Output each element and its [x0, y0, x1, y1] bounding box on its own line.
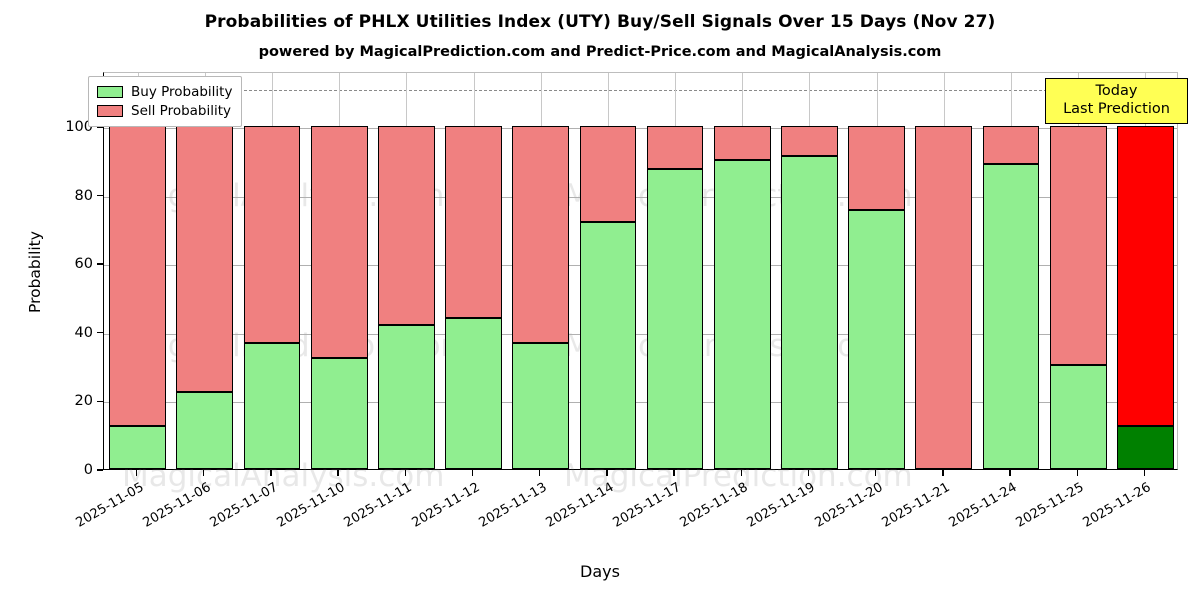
bar-segment-buy[interactable]	[848, 209, 906, 469]
y-tick-mark	[97, 194, 103, 197]
bar-segment-sell[interactable]	[579, 125, 637, 222]
bar-segment-buy[interactable]	[512, 342, 570, 469]
bar-2025-11-26[interactable]	[1117, 71, 1174, 469]
bar-segment-buy[interactable]	[1117, 426, 1174, 469]
gridline-horizontal	[104, 333, 1177, 335]
bar-segment-sell[interactable]	[310, 125, 368, 358]
legend-label-buy: Buy Probability	[131, 83, 233, 100]
gridline-horizontal	[104, 265, 1177, 267]
today-annotation: Today Last Prediction	[1045, 78, 1188, 125]
x-tick-mark	[404, 470, 407, 476]
bar-2025-11-06[interactable]	[176, 71, 234, 469]
y-tick-label: 40	[74, 324, 93, 341]
bar-2025-11-10[interactable]	[310, 71, 368, 469]
bar-segment-buy[interactable]	[646, 169, 704, 469]
bar-segment-buy[interactable]	[781, 156, 838, 469]
bar-segment-sell[interactable]	[646, 125, 704, 170]
bar-segment-sell[interactable]	[1117, 125, 1174, 427]
bar-segment-buy[interactable]	[445, 318, 502, 469]
bar-2025-11-18[interactable]	[713, 71, 771, 469]
bar-segment-buy[interactable]	[377, 324, 435, 469]
x-tick-mark	[539, 470, 541, 476]
gridline-horizontal	[104, 127, 1177, 129]
bar-2025-11-25[interactable]	[1049, 71, 1107, 469]
bar-segment-sell[interactable]	[713, 125, 771, 161]
bar-segment-buy[interactable]	[243, 342, 301, 469]
y-tick-mark	[97, 332, 103, 334]
bar-2025-11-05[interactable]	[109, 71, 166, 469]
y-tick-label: 80	[74, 187, 93, 204]
bar-segment-buy[interactable]	[1049, 364, 1107, 469]
x-tick-mark	[740, 470, 742, 476]
bar-segment-sell[interactable]	[109, 125, 166, 427]
bar-2025-11-13[interactable]	[512, 71, 570, 469]
y-axis-label: Probability	[26, 231, 44, 313]
today-annotation-line1: Today	[1095, 83, 1138, 99]
bar-segment-sell[interactable]	[377, 125, 435, 325]
x-tick-mark	[1143, 470, 1146, 476]
y-tick-label: 100	[65, 118, 93, 135]
x-tick-mark	[337, 470, 339, 476]
x-tick-mark	[606, 470, 608, 476]
bar-2025-11-12[interactable]	[445, 71, 502, 469]
y-tick-mark	[97, 400, 103, 403]
bar-segment-buy[interactable]	[109, 426, 166, 469]
x-tick-mark	[203, 470, 205, 476]
plot-area: MagicalAnalysis.com MagicalPrediction.com…	[103, 71, 1178, 494]
x-tick-mark	[135, 470, 138, 476]
bar-segment-sell[interactable]	[915, 125, 973, 469]
chart-title: Probabilities of PHLX Utilities Index (U…	[204, 12, 996, 32]
x-tick-mark	[874, 470, 877, 476]
x-tick-mark	[1076, 470, 1078, 476]
y-tick-label: 0	[83, 462, 93, 478]
bar-segment-sell[interactable]	[243, 125, 301, 343]
x-axis-label: Days	[580, 562, 620, 581]
bar-segment-buy[interactable]	[176, 392, 234, 469]
x-tick-mark	[942, 470, 944, 476]
legend-item-sell: Sell Probability	[97, 101, 232, 120]
y-tick-label: 20	[74, 393, 93, 410]
y-tick-mark	[97, 263, 103, 265]
x-tick-mark	[1009, 470, 1011, 476]
legend-label-sell: Sell Probability	[131, 102, 232, 119]
x-tick-mark	[471, 470, 474, 476]
bar-2025-11-14[interactable]	[579, 71, 637, 469]
legend-swatch-buy-icon	[97, 85, 123, 98]
bar-segment-sell[interactable]	[445, 125, 502, 319]
y-tick-label: 60	[74, 256, 93, 273]
chart-subtitle: powered by MagicalPrediction.com and Pre…	[258, 44, 942, 60]
bar-segment-sell[interactable]	[781, 125, 838, 157]
bar-segment-sell[interactable]	[982, 125, 1040, 164]
today-annotation-line2: Last Prediction	[1063, 100, 1170, 117]
x-tick-mark	[673, 470, 675, 476]
y-tick-mark	[97, 469, 103, 471]
bar-2025-11-21[interactable]	[915, 71, 973, 469]
x-tick-mark	[807, 470, 810, 476]
chart-legend: Buy Probability Sell Probability	[88, 76, 243, 127]
bar-2025-11-17[interactable]	[646, 71, 704, 469]
legend-item-buy: Buy Probability	[97, 82, 232, 101]
bar-2025-11-20[interactable]	[848, 71, 906, 469]
gridline-horizontal	[104, 196, 1177, 198]
bar-segment-buy[interactable]	[982, 163, 1040, 469]
bar-2025-11-11[interactable]	[377, 71, 435, 469]
bar-segment-buy[interactable]	[579, 221, 637, 469]
bar-segment-buy[interactable]	[310, 357, 368, 469]
bar-2025-11-07[interactable]	[243, 71, 301, 469]
bar-2025-11-24[interactable]	[982, 71, 1040, 469]
bar-segment-buy[interactable]	[713, 160, 771, 469]
gridline-horizontal	[104, 402, 1177, 404]
x-tick-mark	[270, 470, 272, 476]
reference-line	[104, 90, 1177, 92]
bar-segment-sell[interactable]	[1049, 125, 1107, 365]
bar-segment-sell[interactable]	[512, 125, 570, 343]
bar-segment-sell[interactable]	[848, 125, 906, 210]
legend-swatch-sell-icon	[97, 104, 123, 117]
bar-segment-sell[interactable]	[176, 125, 234, 393]
bar-2025-11-19[interactable]	[781, 71, 838, 469]
